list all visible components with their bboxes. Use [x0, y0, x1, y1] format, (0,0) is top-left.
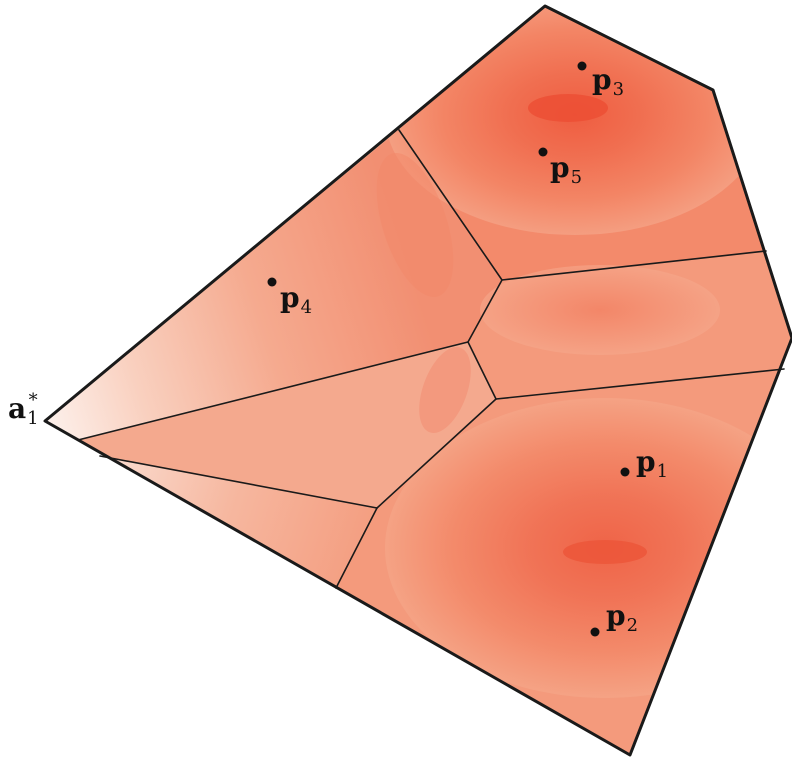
contour-bot-inner — [563, 540, 647, 564]
point-p3 — [578, 62, 587, 71]
label-p4: p4 — [280, 284, 312, 317]
label-p3: p3 — [592, 66, 624, 99]
point-p5 — [539, 148, 548, 157]
point-p2 — [591, 628, 600, 637]
label-vertex-a1-star: a1* — [8, 392, 38, 428]
label-p5: p5 — [550, 154, 582, 187]
point-p4 — [268, 278, 277, 287]
point-p1 — [621, 468, 630, 477]
label-p2: p2 — [606, 602, 638, 635]
label-p1: p1 — [636, 448, 668, 481]
